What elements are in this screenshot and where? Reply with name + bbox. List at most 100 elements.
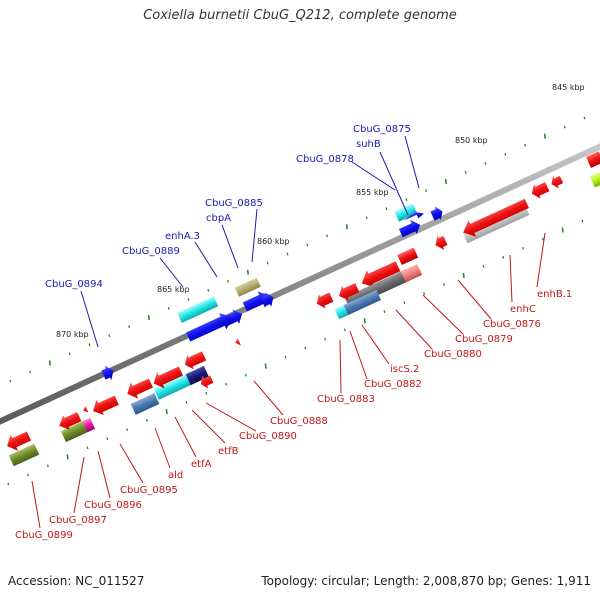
tick-mark (244, 373, 247, 377)
label-CbuG_0890[interactable]: CbuG_0890 (239, 431, 297, 442)
tick-mark (7, 482, 10, 486)
top-gene-labels: CbuG_0875 suhB CbuG_0878 CbuG_0885 cbpA … (45, 124, 411, 290)
leader-CbuG_0882 (349, 330, 368, 380)
gene-CbuG_0894[interactable] (100, 363, 117, 382)
leader-CbuG_0894 (80, 290, 99, 348)
gene-bottom-extra-7[interactable] (198, 373, 215, 391)
tick-mark (524, 143, 527, 147)
label-CbuG_0896[interactable]: CbuG_0896 (84, 500, 142, 511)
label-enhA.3[interactable]: enhA.3 (165, 231, 200, 242)
label-CbuG_0895[interactable]: CbuG_0895 (120, 485, 178, 496)
gene-bottom-extra-1[interactable] (56, 405, 92, 433)
tick-mark (561, 227, 564, 233)
scale-label-865: 865 kbp (157, 285, 190, 294)
tick-mark (145, 419, 148, 422)
bottom-strand-genes (3, 151, 600, 467)
gene-bottom-extra-3[interactable] (313, 290, 334, 311)
gene-CbuG_0882[interactable] (336, 280, 361, 303)
gene-CbuG_0896[interactable] (89, 392, 120, 418)
label-CbuG_0882[interactable]: CbuG_0882 (364, 379, 422, 390)
tick-mark (423, 292, 426, 295)
label-CbuG_0897[interactable]: CbuG_0897 (49, 515, 107, 526)
leader-CbuG_0878 (351, 161, 396, 191)
label-CbuG_0876[interactable]: CbuG_0876 (483, 319, 541, 330)
gene-CbuG_0897[interactable] (60, 417, 96, 443)
gene-etfB[interactable] (153, 365, 209, 400)
gene-cbpA[interactable] (234, 277, 261, 297)
leader-CbuG_0885 (251, 208, 258, 263)
gene-CbuG_0883[interactable] (334, 289, 381, 320)
label-CbuG_0885[interactable]: CbuG_0885 (205, 198, 263, 209)
tick-mark (207, 288, 210, 292)
gene-CbuG_0889[interactable] (177, 296, 219, 323)
leader-enhA.3 (194, 241, 218, 278)
tick-mark (462, 272, 465, 279)
label-CbuG_0883[interactable]: CbuG_0883 (317, 394, 375, 405)
top-strand-genes (100, 201, 445, 382)
tick-mark (246, 269, 249, 275)
gene-CbuG_0888[interactable] (234, 338, 241, 347)
gene-CbuG_0878[interactable] (429, 204, 445, 222)
scale-label-845: 845 kbp (552, 83, 585, 92)
scale-label-855: 855 kbp (356, 188, 389, 197)
label-suhB[interactable]: suhB (356, 139, 381, 150)
leader-CbuG_0880 (395, 309, 433, 350)
leader-CbuG_0888 (253, 380, 284, 416)
label-CbuG_0894[interactable]: CbuG_0894 (45, 279, 103, 290)
gene-bottom-extra-6[interactable] (589, 171, 600, 188)
gene-top-extra-1[interactable] (184, 309, 235, 345)
label-CbuG_0888[interactable]: CbuG_0888 (270, 416, 328, 427)
label-CbuG_0875[interactable]: CbuG_0875 (353, 124, 411, 135)
leader-ald (154, 427, 171, 469)
label-CbuG_0880[interactable]: CbuG_0880 (424, 349, 482, 360)
gene-enhC[interactable] (459, 195, 530, 241)
gene-ald[interactable] (130, 393, 160, 415)
label-enhB.1[interactable]: enhB.1 (537, 289, 572, 300)
leader-etfA (174, 416, 197, 458)
label-CbuG_0879[interactable]: CbuG_0879 (455, 334, 513, 345)
gene-CbuG_0899[interactable] (8, 443, 40, 467)
gene-CbuG_0880[interactable] (357, 247, 422, 292)
leader-CbuG_0875 (404, 135, 420, 189)
gene-CbuG_0875[interactable] (394, 201, 424, 226)
label-etfB[interactable]: etfB (218, 446, 239, 457)
gene-bottom-extra-4[interactable] (549, 173, 565, 190)
label-CbuG_0899[interactable]: CbuG_0899 (15, 530, 73, 541)
gene-CbuG_0876[interactable] (528, 179, 550, 201)
gene-top-extra-2[interactable] (260, 290, 277, 309)
gene-CbuG_0879[interactable] (432, 233, 449, 252)
label-ald[interactable]: ald (168, 470, 183, 481)
tick-mark (205, 391, 208, 395)
leader-enhC (509, 254, 513, 303)
tick-mark (185, 400, 188, 404)
label-iscS.2[interactable]: iscS.2 (390, 364, 419, 375)
tick-marks (7, 116, 586, 486)
tick-mark (464, 171, 467, 174)
label-etfA[interactable]: etfA (191, 459, 212, 470)
label-CbuG_0878[interactable]: CbuG_0878 (296, 154, 354, 165)
bottom-gene-labels: enhB.1 enhC CbuG_0876 CbuG_0879 CbuG_088… (15, 289, 572, 541)
leader-CbuG_0895 (119, 443, 144, 484)
tick-mark (482, 264, 485, 268)
label-enhC[interactable]: enhC (510, 304, 536, 315)
tick-mark (46, 464, 49, 468)
tick-mark (264, 363, 267, 369)
tick-mark (128, 325, 131, 328)
leader-lines (31, 135, 546, 529)
tick-mark (583, 116, 586, 120)
gene-bottom-extra-2[interactable] (3, 428, 32, 454)
tick-mark (581, 219, 584, 223)
label-cbpA[interactable]: cbpA (206, 213, 231, 224)
tick-mark (365, 216, 368, 220)
tick-mark (442, 283, 445, 286)
gene-etfA[interactable] (150, 363, 185, 392)
gene-CbuG_0895[interactable] (124, 375, 155, 402)
gene-suhB[interactable] (397, 217, 423, 240)
gene-bottom-extra-5[interactable] (586, 151, 600, 168)
label-CbuG_0889[interactable]: CbuG_0889 (122, 246, 180, 257)
tick-mark (187, 297, 190, 301)
tick-mark (425, 189, 428, 192)
gene-CbuG_0890[interactable] (182, 349, 208, 372)
tick-mark (541, 237, 544, 241)
tick-mark (284, 355, 287, 359)
